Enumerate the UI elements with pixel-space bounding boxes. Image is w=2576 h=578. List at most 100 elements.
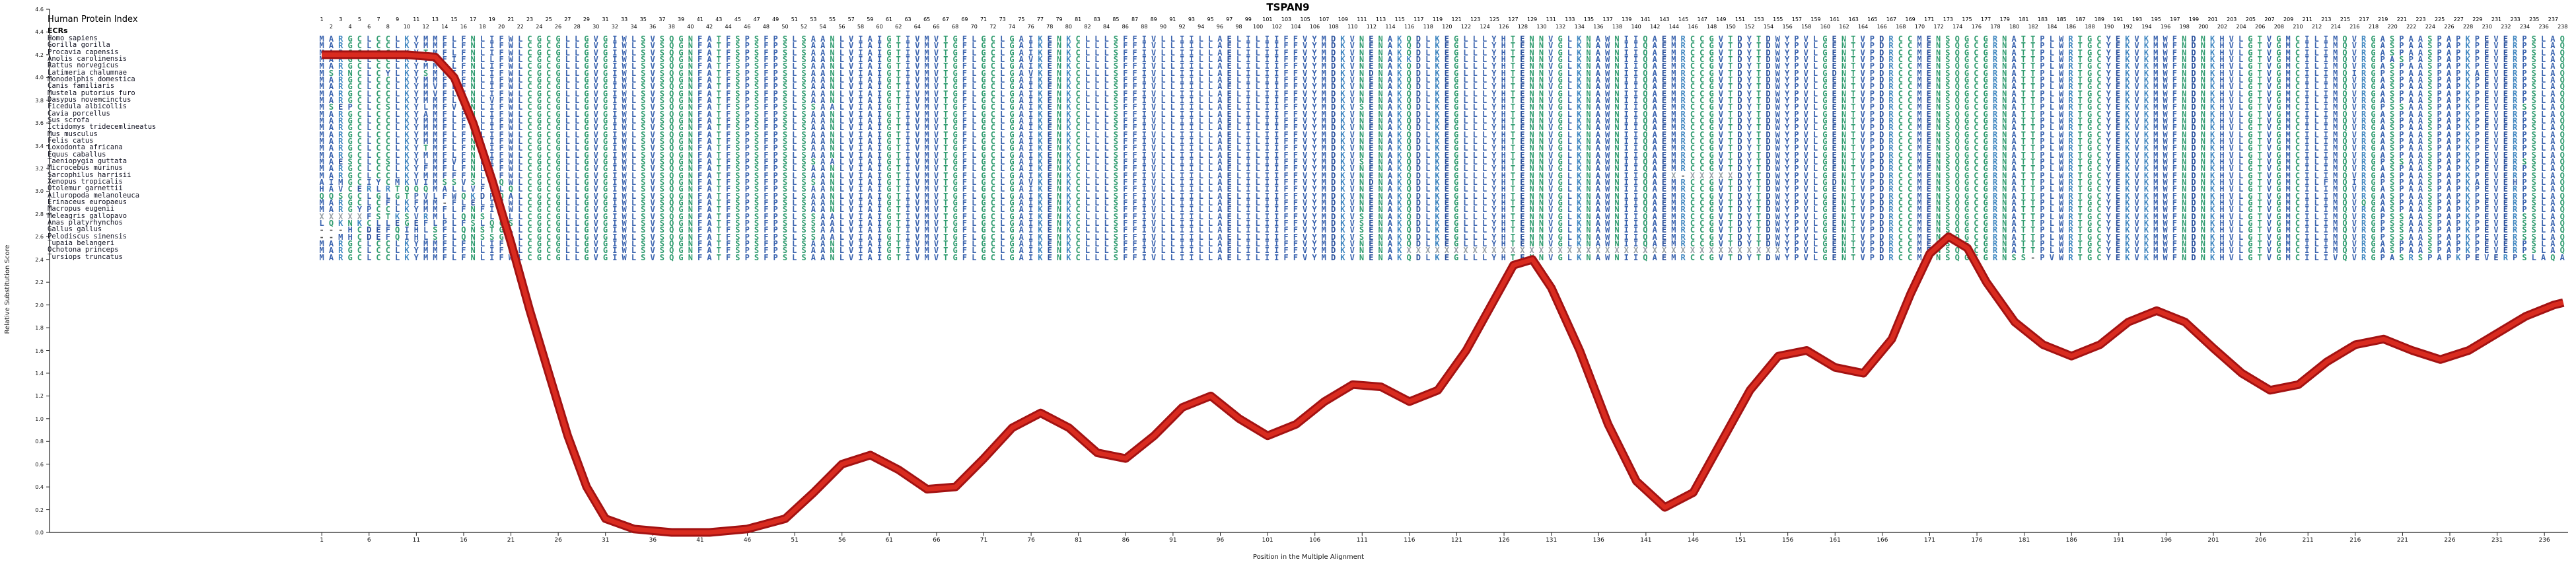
residue-cell: E xyxy=(1832,41,1837,51)
residue-cell: G xyxy=(1822,41,1828,51)
column-number: 75 xyxy=(1018,17,1025,22)
residue-cell: S xyxy=(2531,41,2536,51)
residue-cell: A xyxy=(2380,41,2385,51)
residue-cell: T xyxy=(2021,34,2026,44)
residue-cell: M xyxy=(319,61,324,71)
residue-cell: A xyxy=(2550,34,2556,44)
column-number: 149 xyxy=(1716,17,1727,22)
residue-cell: L xyxy=(395,41,400,51)
residue-cell: C xyxy=(2295,34,2301,44)
residue-cell: N xyxy=(1056,41,1062,51)
residue-cell: M xyxy=(1917,41,1922,51)
species-name: Loxodonta africana xyxy=(48,143,123,152)
residue-cell: T xyxy=(2077,34,2083,44)
residue-cell: G xyxy=(555,34,561,44)
species-name: Monodelphis domestica xyxy=(48,75,135,83)
species-name: Otolemur garnettii xyxy=(48,184,123,193)
residue-cell: E xyxy=(2484,41,2489,51)
residue-cell: F xyxy=(461,34,466,44)
residue-cell: F xyxy=(442,34,447,44)
residue-cell: F xyxy=(698,41,703,51)
residue-cell: R xyxy=(1888,41,1894,51)
residue-cell: L xyxy=(1104,34,1109,44)
residue-cell: F xyxy=(499,41,504,51)
residue-cell: P xyxy=(2437,41,2442,51)
residue-cell: V xyxy=(1349,41,1355,51)
species-name: Ictidomys tridecemlineatus xyxy=(48,123,157,131)
column-number: 137 xyxy=(1602,17,1613,22)
residue-cell: G xyxy=(1983,34,1988,44)
residue-cell: Y xyxy=(2106,41,2111,51)
residue-cell: E xyxy=(1926,41,1931,51)
residue-cell: Q xyxy=(2342,41,2347,51)
residue-cell: N xyxy=(1841,34,1847,44)
residue-cell: C xyxy=(1974,34,1979,44)
species-name: Equus caballus xyxy=(48,150,106,159)
column-number: 228 xyxy=(2462,24,2474,30)
residue-cell: L xyxy=(1812,34,1818,44)
residue-cell: V xyxy=(1151,34,1157,44)
column-number: 64 xyxy=(913,24,921,30)
residue-cell: E xyxy=(2503,34,2508,44)
column-number: 223 xyxy=(2415,17,2426,22)
residue-cell: G xyxy=(1964,41,1970,51)
residue-cell: L xyxy=(1425,34,1431,44)
column-number: 232 xyxy=(2501,24,2511,30)
column-number: 69 xyxy=(961,17,968,22)
residue-cell: S xyxy=(801,41,806,51)
column-number: 88 xyxy=(1141,24,1148,30)
column-number: 40 xyxy=(687,24,694,30)
residue-cell: V xyxy=(1548,41,1554,51)
residue-cell: A xyxy=(1019,34,1024,44)
residue-cell: N xyxy=(1935,34,1941,44)
column-number: 99 xyxy=(1244,17,1252,22)
residue-cell: L xyxy=(1207,41,1213,51)
column-number: 147 xyxy=(1697,17,1707,22)
residue-cell: T xyxy=(1851,41,1856,51)
residue-cell: N xyxy=(2182,34,2187,44)
residue-cell: F xyxy=(725,34,731,44)
residue-cell: K xyxy=(1038,41,1043,51)
column-number: 152 xyxy=(1744,24,1755,30)
residue-cell: P xyxy=(1794,41,1799,51)
residue-cell: R xyxy=(338,41,343,51)
column-number: 172 xyxy=(1933,24,1944,30)
residue-cell: Y xyxy=(1784,34,1790,44)
column-number: 170 xyxy=(1914,24,1925,30)
column-number: 125 xyxy=(1489,17,1500,22)
column-number: 85 xyxy=(1112,17,1120,22)
column-number: 135 xyxy=(1583,17,1594,22)
residue-cell: I xyxy=(858,34,863,44)
residue-cell: M xyxy=(1321,34,1326,44)
column-number: 48 xyxy=(762,24,769,30)
column-number: 199 xyxy=(2188,17,2200,22)
residue-cell: P xyxy=(2399,41,2404,51)
residue-cell: L xyxy=(518,41,523,51)
column-number: 124 xyxy=(1480,24,1490,30)
residue-cell: T xyxy=(716,41,721,51)
residue-cell: V xyxy=(2351,34,2357,44)
residue-cell: I xyxy=(612,34,618,44)
residue-cell: T xyxy=(896,34,901,44)
residue-cell: I xyxy=(1141,41,1147,51)
residue-cell: G xyxy=(1009,41,1015,51)
column-number: 131 xyxy=(1546,17,1556,22)
residue-cell: Q xyxy=(2559,41,2565,51)
residue-cell: D xyxy=(1737,34,1742,44)
column-number: 157 xyxy=(1791,17,1803,22)
species-name: Gallus gallus xyxy=(48,225,102,234)
column-number: 207 xyxy=(2264,17,2275,22)
column-number: 127 xyxy=(1508,17,1519,22)
residue-cell: L xyxy=(1463,41,1468,51)
column-number: 16 xyxy=(460,24,467,30)
residue-cell: I xyxy=(489,34,495,44)
residue-cell: M xyxy=(319,129,324,139)
residue-cell: I xyxy=(1141,34,1147,44)
residue-cell: T xyxy=(896,41,901,51)
residue-cell: V xyxy=(2266,41,2272,51)
residue-cell: D xyxy=(2191,41,2196,51)
residue-cell: D xyxy=(1766,34,1771,44)
residue-cell: G xyxy=(555,41,561,51)
